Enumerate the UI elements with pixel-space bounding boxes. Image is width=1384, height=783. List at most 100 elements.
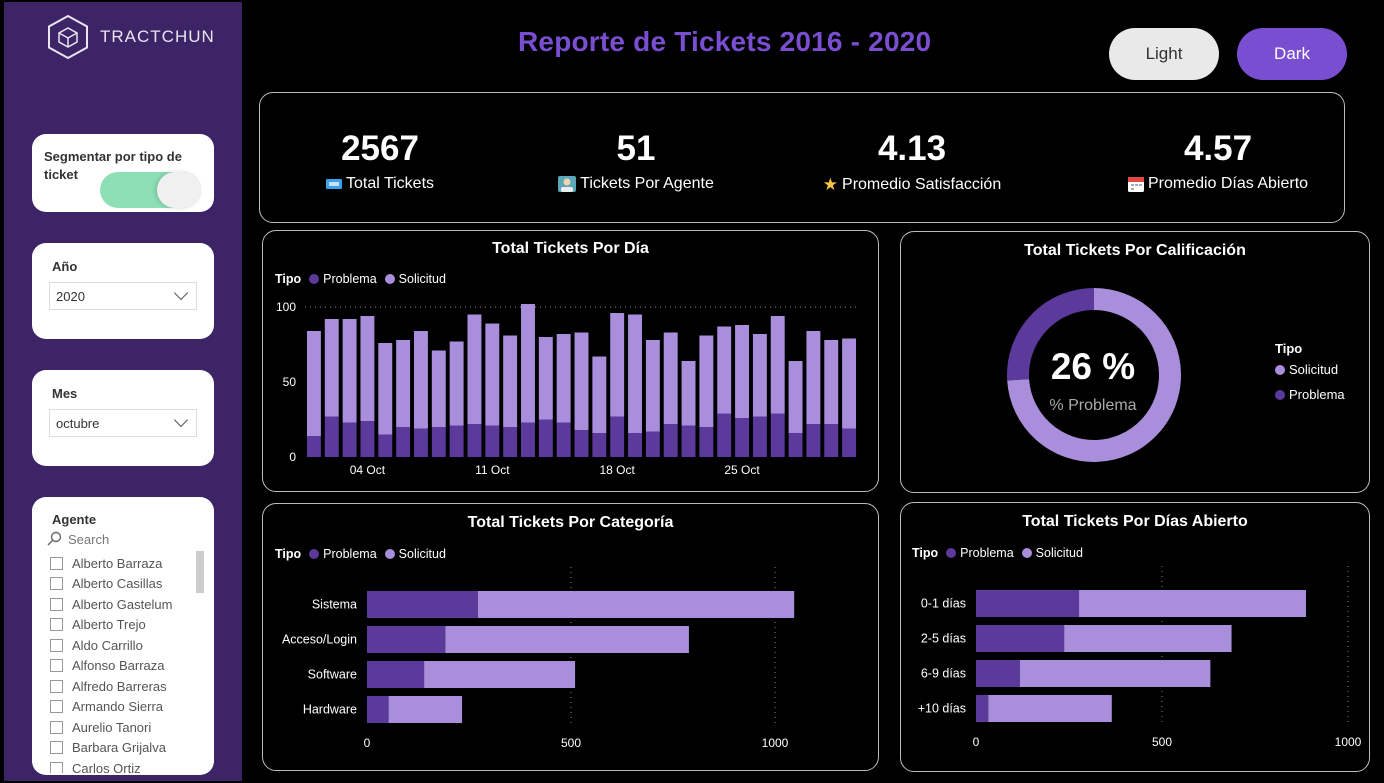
- bar-problema: [824, 424, 839, 457]
- category-bar-chart: 0 500 1000 Sistema Acceso/Login Software Hardw…: [282, 567, 795, 750]
- legend-solicitud: Solicitud: [1035, 546, 1083, 560]
- segment-toggle[interactable]: [100, 172, 201, 208]
- agent-name: Alfonso Barraza: [72, 658, 165, 674]
- agent-label: Agente: [52, 512, 97, 527]
- daily-chart-panel: Total Tickets Por Día Tipo Problema Soli…: [262, 230, 879, 492]
- bar-solicitud: [842, 338, 857, 429]
- bar-solicitud: [324, 319, 339, 417]
- month-select[interactable]: octubre: [49, 409, 197, 437]
- agent-list-item[interactable]: Alfonso Barraza: [50, 656, 200, 677]
- agent-list-item[interactable]: Alfredo Barreras: [50, 676, 200, 697]
- bar-problema: [770, 413, 785, 457]
- donut-center-label: % Problema: [1049, 397, 1137, 414]
- agent-list-item[interactable]: Aldo Carrillo: [50, 635, 200, 656]
- agent-list-item[interactable]: Alberto Trejo: [50, 615, 200, 636]
- agent-list-item[interactable]: Aurelio Tanori: [50, 717, 200, 738]
- bar-problema: [663, 424, 678, 457]
- bar-problema: [367, 661, 425, 688]
- bar-problema: [681, 425, 696, 457]
- legend-dot-solicitud: [1021, 548, 1032, 558]
- agent-checkbox[interactable]: [50, 618, 63, 632]
- agent-checkbox[interactable]: [50, 700, 63, 714]
- agent-list-item[interactable]: Armando Sierra: [50, 697, 200, 718]
- bar-solicitud: [388, 696, 463, 723]
- bar-solicitud: [770, 316, 785, 414]
- bar-solicitud: [556, 334, 571, 423]
- agent-name: Alberto Trejo: [72, 617, 146, 633]
- legend-dot-problema: [309, 549, 320, 559]
- bar-problema: [396, 427, 411, 457]
- bar-solicitud: [413, 331, 428, 429]
- year-value: 2020: [56, 288, 85, 304]
- agent-name: Alberto Barraza: [72, 555, 163, 571]
- bar-problema: [431, 427, 446, 457]
- agent-name: Alberto Gastelum: [72, 596, 173, 612]
- agent-checkbox[interactable]: [50, 741, 63, 755]
- legend-dot-problema: [1275, 389, 1285, 400]
- bar-solicitud: [538, 337, 553, 420]
- agent-checkbox[interactable]: [50, 679, 63, 693]
- category-label: Hardware: [303, 703, 357, 717]
- light-theme-button[interactable]: Light: [1109, 28, 1219, 80]
- x-tick-label: 04 Oct: [350, 463, 386, 477]
- bar-solicitud: [628, 314, 642, 433]
- legend-solicitud: Solicitud: [398, 547, 446, 561]
- agent-checkbox[interactable]: [50, 720, 63, 734]
- bar-problema: [699, 427, 714, 457]
- agent-checkbox[interactable]: [50, 597, 63, 611]
- ticket-icon: [325, 179, 342, 189]
- bar-solicitud: [521, 304, 535, 423]
- bar-problema: [538, 419, 553, 457]
- kpi-total-tickets: 2567 Total Tickets: [300, 129, 460, 193]
- daily-bar-chart: 0 50 100 04 Oct 11 Oct 18 Oct 25 Oct: [276, 300, 858, 477]
- bar-problema: [367, 591, 478, 618]
- agent-checkbox[interactable]: [50, 659, 63, 673]
- legend-problema: Problema: [960, 546, 1014, 560]
- bar-problema: [503, 427, 518, 457]
- agent-list-scrollbar[interactable]: [196, 551, 204, 593]
- donut-legend: Tipo Solicitud Problema: [1275, 341, 1345, 402]
- agent-list-item[interactable]: Carlos Ortiz: [50, 758, 200, 773]
- calendar-icon: [1127, 177, 1144, 192]
- bar-solicitud: [431, 350, 446, 427]
- donut-chart: [1007, 288, 1181, 462]
- bar-problema: [485, 425, 500, 457]
- chart-legend: Tipo Problema Solicitud: [275, 272, 446, 286]
- agent-search[interactable]: Search: [46, 531, 109, 547]
- brand-logo: TRACTCHUN: [46, 14, 215, 60]
- x-tick-label: 25 Oct: [724, 463, 760, 477]
- agent-checkbox[interactable]: [50, 556, 63, 570]
- legend-title: Tipo: [275, 547, 302, 561]
- sidebar: TRACTCHUN Segmentar por tipo de ticket A…: [4, 2, 242, 781]
- bar-solicitud: [699, 335, 714, 427]
- bar-solicitud: [663, 332, 678, 424]
- page-title: Reporte de Tickets 2016 - 2020: [518, 26, 932, 57]
- year-label: Año: [52, 259, 78, 274]
- search-icon: [47, 531, 62, 546]
- chart-legend: Tipo Problema Solicitud: [275, 547, 446, 561]
- agent-name: Armando Sierra: [72, 699, 164, 715]
- y-tick-label: 0: [289, 450, 296, 464]
- bar-solicitud: [1019, 660, 1211, 687]
- agent-list-item[interactable]: Barbara Grijalva: [50, 738, 200, 759]
- bar-problema: [842, 428, 857, 457]
- kpi-label: Promedio Días Abierto: [1147, 175, 1309, 192]
- agent-checkbox[interactable]: [50, 577, 63, 591]
- legend-problema: Problema: [1289, 387, 1345, 402]
- bar-problema: [628, 433, 642, 457]
- agent-list-item[interactable]: Alberto Barraza: [50, 553, 200, 574]
- y-tick-label: 50: [283, 375, 297, 389]
- kpi-promedio-satisfaccion: 4.13 ★ Promedio Satisfacción: [812, 129, 1012, 195]
- year-select[interactable]: 2020: [49, 282, 197, 310]
- bar-problema: [521, 422, 535, 457]
- bar-problema: [717, 413, 732, 457]
- bar-problema: [324, 416, 339, 457]
- dark-theme-button[interactable]: Dark: [1237, 28, 1347, 80]
- agent-list-item[interactable]: Alberto Gastelum: [50, 594, 200, 615]
- bar-problema: [610, 416, 625, 457]
- agent-checkbox[interactable]: [50, 638, 63, 652]
- agent-checkbox[interactable]: [50, 761, 63, 773]
- agent-list-item[interactable]: Alberto Casillas: [50, 574, 200, 595]
- bar-problema: [976, 590, 1080, 617]
